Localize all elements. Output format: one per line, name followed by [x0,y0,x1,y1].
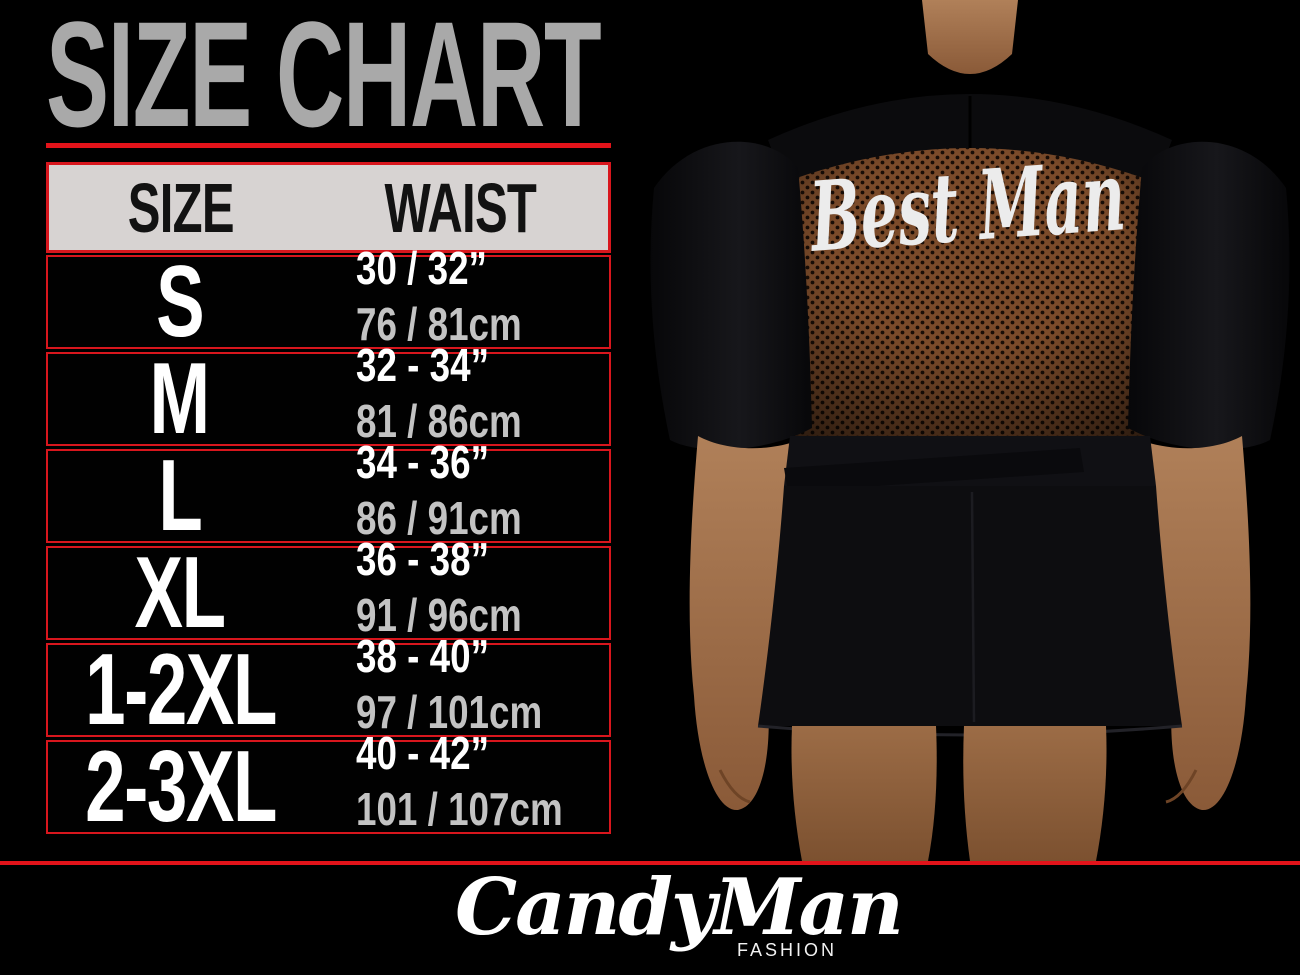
model-neck [922,0,1018,74]
waist-inches: 36 - 38” [356,533,489,585]
footer-divider [0,861,1300,865]
robe-belt-strap [784,448,1084,492]
size-row-2-3xl: 2-3XL 40 - 42” 101 / 107cm [46,730,611,843]
robe-sleeve-right [1128,141,1290,450]
size-table: SIZE WAIST S 30 / 32” 76 / 81cm M 32 - 3… [46,162,611,843]
mesh-shading [773,148,1167,436]
size-row-xl: XL 36 - 38” 91 / 96cm [46,536,611,649]
waist-cm: 76 / 81cm [356,298,522,350]
robe-skirt [758,486,1182,726]
product-photo: Best Man [640,0,1300,861]
size-label: XL [134,537,225,649]
page-title: SIZE CHART [46,0,926,158]
model-leg-left [791,726,937,861]
page-title-text: SIZE CHART [46,0,602,158]
column-header-size-cell: SIZE [49,168,312,248]
waist-cm: 81 / 86cm [356,395,522,447]
title-underline [46,143,611,148]
waist-cm: 86 / 91cm [356,492,522,544]
waist-inches: 32 - 34” [356,339,489,391]
size-label: 2-3XL [85,731,277,843]
waist-inches: 34 - 36” [356,436,489,488]
model-leg-right [963,726,1107,861]
size-row-l: L 34 - 36” 86 / 91cm [46,439,611,552]
size-row-s: S 30 / 32” 76 / 81cm [46,245,611,358]
skirt-center-seam [970,491,976,723]
hand-finger-lines [718,769,1198,804]
brand-logo: CandyMan FASHION [455,862,904,971]
column-header-waist: WAIST [384,168,536,247]
size-row-1-2xl: 1-2XL 38 - 40” 97 / 101cm [46,633,611,746]
size-label: L [157,440,202,552]
waist-cm: 97 / 101cm [356,686,543,738]
waist-cm: 101 / 107cm [356,783,563,835]
size-label: S [155,246,205,358]
column-header-waist-cell: WAIST [312,168,608,248]
waist-inches: 38 - 40” [356,630,489,682]
waist-inches: 40 - 42” [356,727,489,779]
garment-back-text: Best Man [805,139,1129,274]
waist-cm: 91 / 96cm [356,589,522,641]
brand-name: CandyMan [455,862,904,953]
robe-sleeve-left [650,141,812,450]
size-row-m: M 32 - 34” 81 / 86cm [46,342,611,455]
brand-fashion-label: FASHION [737,940,838,960]
column-header-size: SIZE [127,168,234,247]
size-label: 1-2XL [85,634,277,746]
size-label: M [149,343,211,455]
table-header-row: SIZE WAIST [46,162,611,253]
waist-inches: 30 / 32” [356,242,487,294]
